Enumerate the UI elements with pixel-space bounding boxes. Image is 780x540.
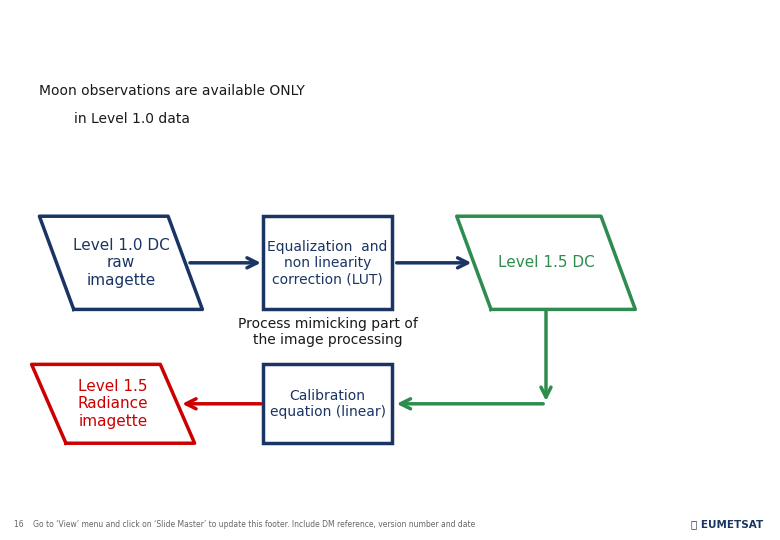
- Polygon shape: [456, 216, 635, 309]
- Text: Calibration
equation (linear): Calibration equation (linear): [270, 389, 385, 419]
- Text: Moon observations from EUMETSAT operating satellites: MSGs: Moon observations from EUMETSAT operatin…: [14, 21, 780, 41]
- Polygon shape: [31, 364, 194, 443]
- Text: Equalization  and
non linearity
correction (LUT): Equalization and non linearity correctio…: [268, 240, 388, 286]
- Text: Level 1.5
Radiance
imagette: Level 1.5 Radiance imagette: [78, 379, 148, 429]
- Text: ⬜ EUMETSAT: ⬜ EUMETSAT: [690, 519, 763, 530]
- Text: Level 1.5 DC: Level 1.5 DC: [498, 255, 594, 271]
- Bar: [264, 216, 392, 309]
- Text: Process mimicking part of
the image processing: Process mimicking part of the image proc…: [238, 317, 417, 347]
- Text: 16    Go to ‘View’ menu and click on ‘Slide Master’ to update this footer. Inclu: 16 Go to ‘View’ menu and click on ‘Slide…: [14, 521, 475, 530]
- Polygon shape: [39, 216, 203, 309]
- Text: Level 1.0 DC
raw
imagette: Level 1.0 DC raw imagette: [73, 238, 169, 288]
- Text: Moon observations are available ONLY: Moon observations are available ONLY: [39, 84, 305, 98]
- Text: in Level 1.0 data: in Level 1.0 data: [39, 112, 190, 126]
- Bar: [264, 364, 392, 443]
